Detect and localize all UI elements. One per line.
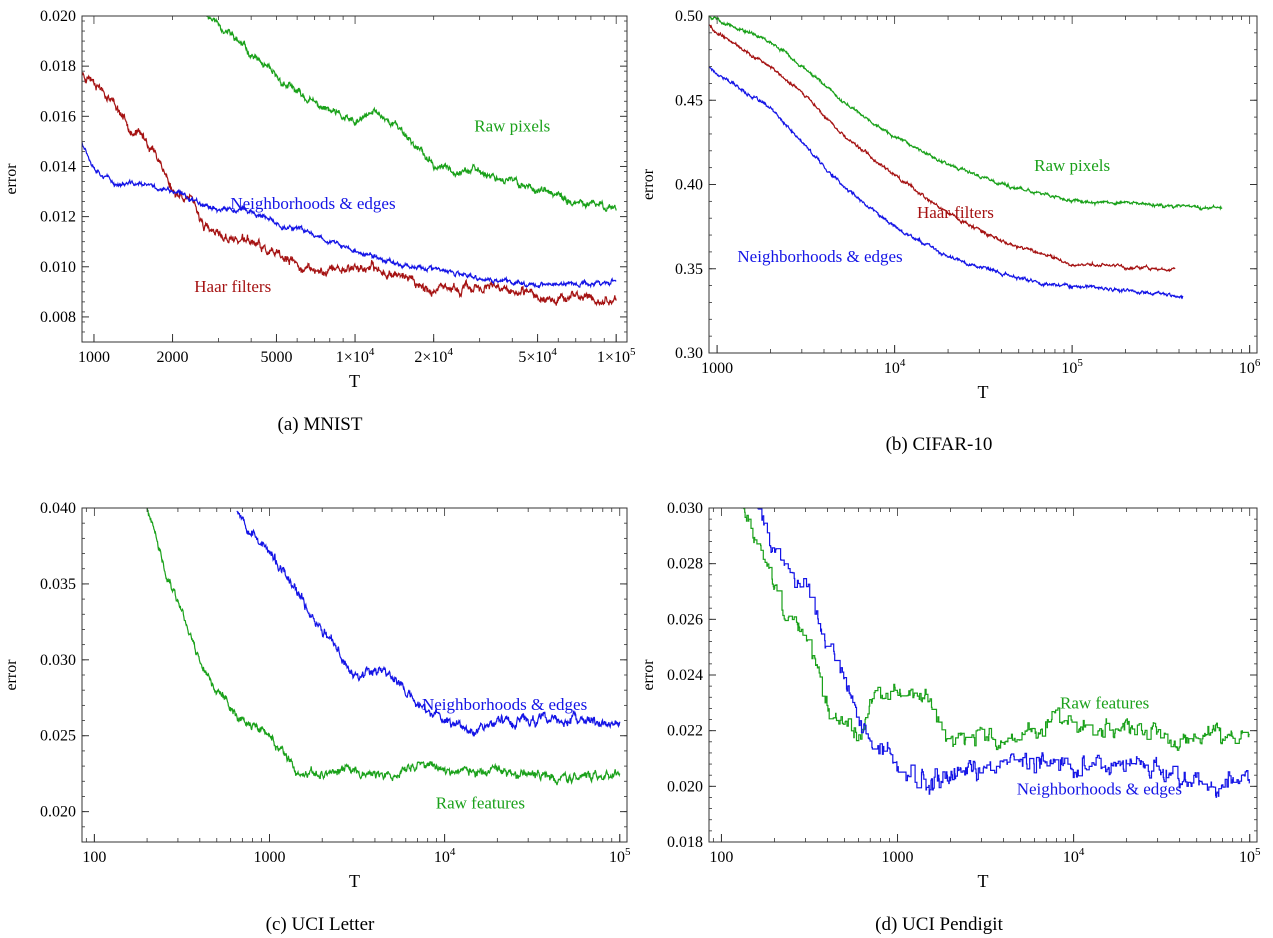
series-annotation-green: Raw pixels: [1034, 156, 1110, 175]
y-tick-label: 0.45: [675, 92, 703, 109]
series-line-red: [709, 24, 1176, 273]
y-tick-label: 0.012: [40, 209, 76, 226]
y-tick-label: 0.008: [40, 309, 76, 326]
y-tick-label: 0.030: [667, 500, 703, 517]
chart-uci-pendigit: 100 1000 104 105 0.018 0.020 0.022 0.024 0.026 0.…: [640, 500, 1261, 891]
y-tick-label: 0.040: [40, 500, 76, 517]
series-line-green: [206, 16, 617, 212]
x-axis-label: T: [349, 371, 360, 391]
x-axis-label: T: [978, 871, 989, 891]
series-line-blue: [757, 508, 1250, 798]
y-tick-label: 0.028: [667, 556, 703, 573]
series-annotation-blue: Neighborhoods & edges: [737, 247, 902, 266]
y-tick-label: 0.035: [40, 576, 76, 593]
x-tick-label: 5000: [260, 349, 292, 366]
x-tick-label: 1000: [78, 349, 110, 366]
x-tick-label: 1000: [701, 360, 733, 377]
x-tick-label: 100: [82, 849, 106, 866]
y-tick-label: 0.020: [40, 804, 76, 821]
x-tick-label: 104: [1063, 846, 1085, 866]
y-tick-label: 0.026: [667, 611, 703, 628]
chart-mnist: 1000 2000 5000 1×104 2×104 5×104 1×105 0.008 0.0…: [3, 8, 636, 391]
x-tick-label: 105: [609, 846, 631, 866]
series-line-green: [146, 508, 621, 786]
plot-frame: [708, 15, 1258, 354]
y-axis-label: error: [3, 659, 20, 691]
y-tick-label: 0.016: [40, 108, 76, 125]
y-tick-label: 0.30: [675, 345, 703, 362]
series-annotation-blue: Neighborhoods & edges: [422, 695, 587, 714]
series-annotation-green: Raw features: [436, 794, 525, 813]
panel-mnist: 1000 2000 5000 1×104 2×104 5×104 1×105 0.008 0.0…: [0, 0, 637, 440]
series-annotation-green: Raw pixels: [474, 116, 550, 135]
y-tick-label: 0.018: [667, 834, 703, 851]
series-annotation-blue: Neighborhoods & edges: [230, 194, 395, 213]
series-line-blue: [709, 66, 1184, 300]
y-tick-label: 0.014: [40, 158, 76, 175]
x-tick-label: 1000: [253, 849, 285, 866]
y-axis-label: error: [3, 163, 20, 195]
series-annotation-green: Raw features: [1060, 693, 1149, 712]
series-line-green: [741, 508, 1250, 751]
caption-mnist: (a) MNIST: [277, 414, 363, 435]
x-tick-label: 105: [1061, 357, 1083, 377]
y-tick-label: 0.018: [40, 58, 76, 75]
x-tick-label: 100: [709, 849, 733, 866]
x-tick-label: 1000: [882, 849, 914, 866]
caption-uci-letter: (c) UCI Letter: [265, 914, 375, 935]
y-tick-label: 0.025: [40, 728, 76, 745]
series-line-red: [82, 72, 617, 307]
y-tick-label: 0.024: [667, 667, 703, 684]
x-tick-label: 5×104: [518, 346, 557, 366]
x-tick-label: 1×104: [336, 346, 375, 366]
series-line-green: [709, 16, 1223, 211]
series-line-blue: [82, 141, 617, 289]
x-axis-label: T: [349, 871, 360, 891]
series-annotation-red: Haar filters: [194, 277, 271, 296]
chart-uci-letter: 100 1000 104 105 0.020 0.025 0.030 0.035 0.040 Te…: [3, 500, 631, 891]
y-tick-label: 0.50: [675, 8, 703, 25]
caption-cifar10: (b) CIFAR-10: [885, 434, 993, 455]
x-tick-label: 106: [1239, 357, 1261, 377]
x-tick-label: 104: [884, 357, 906, 377]
y-tick-label: 0.40: [675, 177, 703, 194]
series-line-blue: [236, 510, 621, 737]
y-axis-label: error: [640, 659, 657, 691]
y-tick-label: 0.35: [675, 261, 703, 278]
y-tick-label: 0.010: [40, 259, 76, 276]
x-tick-label: 105: [1239, 846, 1261, 866]
x-tick-label: 104: [434, 846, 456, 866]
panel-uci-pendigit: 100 1000 104 105 0.018 0.020 0.022 0.024 0.026 0.…: [637, 480, 1273, 938]
y-axis-label: error: [640, 168, 657, 200]
x-tick-label: 2000: [157, 349, 189, 366]
series-annotation-red: Haar filters: [917, 203, 994, 222]
y-tick-label: 0.022: [667, 723, 703, 740]
x-tick-label: 2×104: [414, 346, 453, 366]
caption-uci-pendigit: (d) UCI Pendigit: [875, 914, 1003, 935]
x-axis-label: T: [978, 382, 989, 402]
series-annotation-blue: Neighborhoods & edges: [1017, 780, 1182, 799]
y-tick-label: 0.020: [40, 8, 76, 25]
y-tick-label: 0.030: [40, 652, 76, 669]
plot-frame: [81, 15, 628, 343]
y-tick-label: 0.020: [667, 778, 703, 795]
x-tick-label: 1×105: [597, 346, 636, 366]
